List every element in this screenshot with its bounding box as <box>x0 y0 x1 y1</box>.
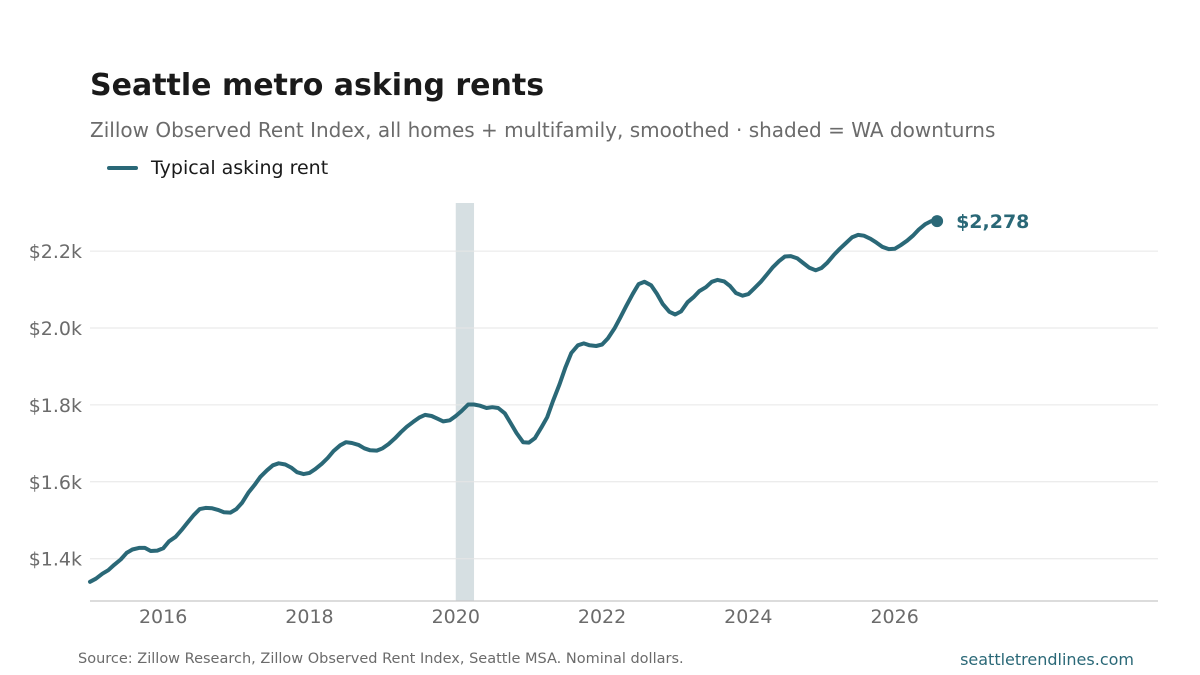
source-note: Source: Zillow Research, Zillow Observed… <box>78 651 684 667</box>
x-tick-label-4: 2024 <box>724 606 772 628</box>
end-value-label: $2,278 <box>956 211 1029 233</box>
chart-subtitle: Zillow Observed Rent Index, all homes + … <box>90 118 996 142</box>
x-tick-label-0: 2016 <box>139 606 187 628</box>
x-tick-label-1: 2018 <box>285 606 333 628</box>
y-tick-label-2: $1.8k <box>29 395 82 417</box>
y-tick-label-0: $1.4k <box>29 549 82 571</box>
legend-label: Typical asking rent <box>151 157 329 179</box>
x-tick-label-3: 2022 <box>578 606 626 628</box>
end-point-marker <box>931 215 944 228</box>
y-tick-label-1: $1.6k <box>29 472 82 494</box>
x-tick-label-5: 2026 <box>870 606 918 628</box>
legend: Typical asking rent <box>107 157 328 179</box>
rent-series-line <box>88 219 940 584</box>
y-tick-label-4: $2.2k <box>29 241 82 263</box>
x-tick-label-2: 2020 <box>432 606 480 628</box>
site-link[interactable]: seattletrendlines.com <box>960 650 1134 669</box>
y-tick-label-3: $2.0k <box>29 318 82 340</box>
legend-swatch <box>107 166 138 170</box>
downturn-shade-0 <box>455 203 475 601</box>
chart-title: Seattle metro asking rents <box>90 68 545 103</box>
